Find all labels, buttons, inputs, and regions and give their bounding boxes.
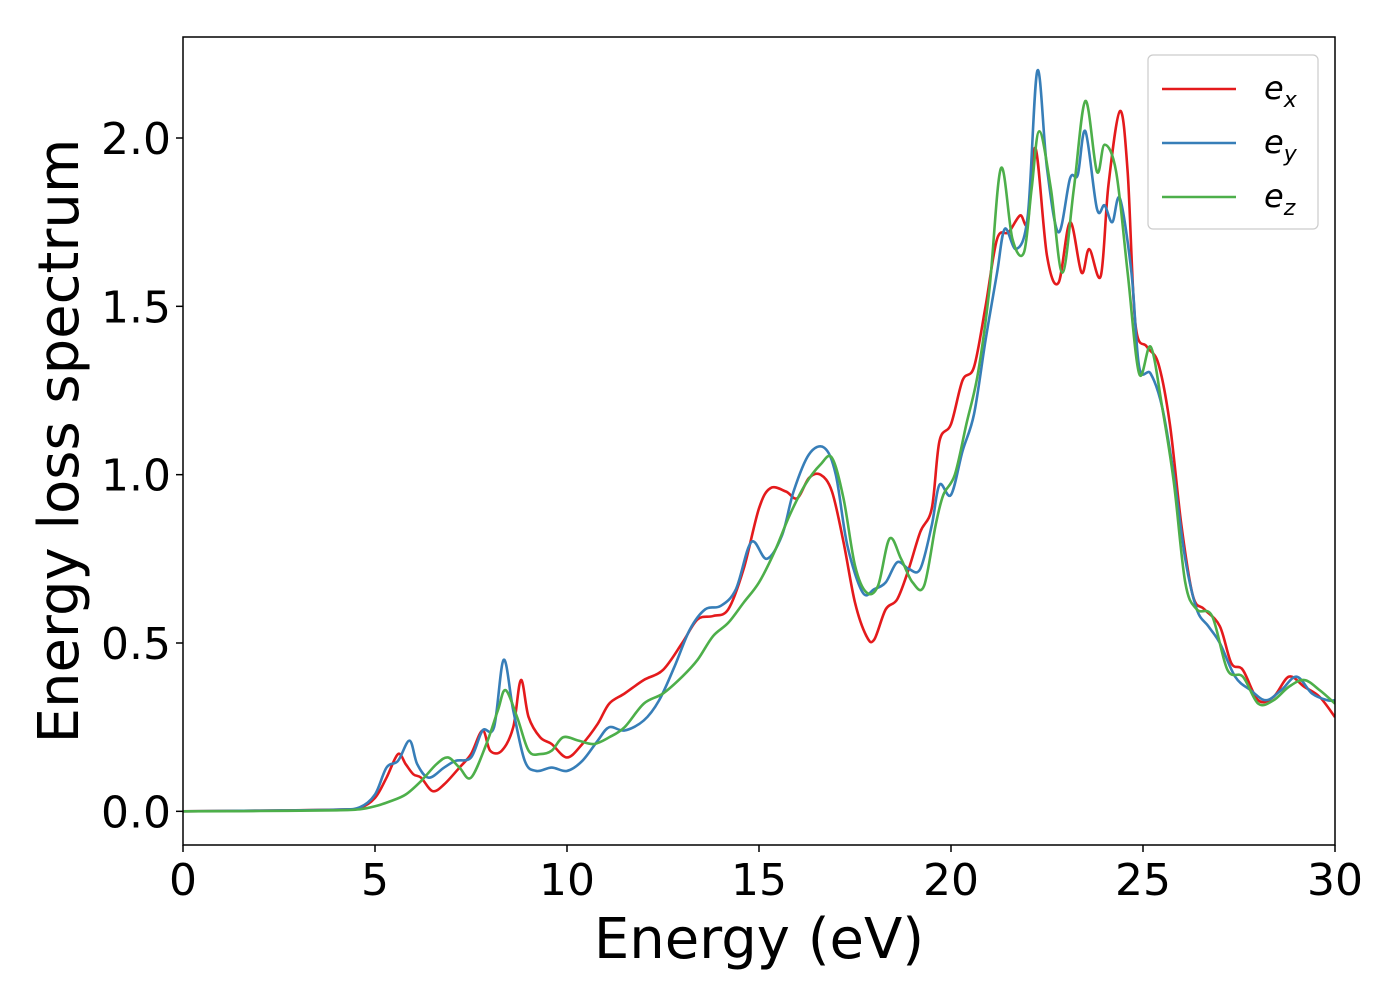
x-tick-label: 5 — [361, 855, 389, 906]
x-tick-label: 10 — [539, 855, 595, 906]
x-axis-label: Energy (eV) — [594, 907, 924, 972]
y-axis-ticks: 0.0 0.5 1.0 1.5 2.0 — [101, 114, 183, 838]
y-tick-label: 0.0 — [101, 787, 171, 838]
legend: ex ey ez — [1147, 54, 1319, 230]
y-axis-label: Energy loss spectrum — [27, 139, 92, 744]
series-line-y — [183, 69, 1335, 813]
legend-label-x: ex — [1264, 69, 1298, 113]
legend-label-y: ey — [1264, 123, 1298, 167]
x-tick-label: 25 — [1115, 855, 1171, 906]
y-tick-label: 1.0 — [101, 451, 171, 502]
x-tick-label: 0 — [169, 855, 197, 906]
x-axis-ticks: 0 5 10 15 20 25 30 — [169, 845, 1363, 906]
x-tick-label: 30 — [1307, 855, 1363, 906]
y-tick-label: 1.5 — [101, 282, 171, 333]
series-line-z — [183, 99, 1335, 813]
y-tick-label: 2.0 — [101, 114, 171, 165]
legend-label-z: ez — [1264, 177, 1296, 221]
x-tick-label: 20 — [923, 855, 979, 906]
series-layer — [183, 69, 1335, 813]
x-tick-label: 15 — [731, 855, 787, 906]
y-tick-label: 0.5 — [101, 619, 171, 670]
